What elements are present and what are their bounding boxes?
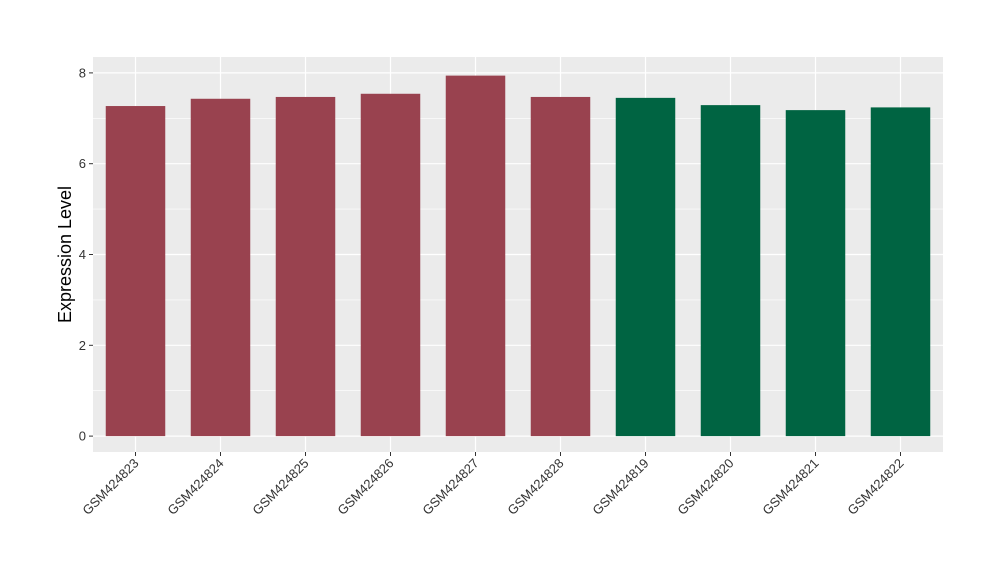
bar-GSM424822 xyxy=(870,107,931,437)
bar-GSM424824 xyxy=(190,98,251,437)
x-tick-label: GSM424824 xyxy=(164,456,226,518)
bar-GSM424827 xyxy=(445,75,506,437)
bar-GSM424820 xyxy=(700,105,761,437)
x-tick-label: GSM424825 xyxy=(249,456,311,518)
x-tick-label: GSM424820 xyxy=(674,456,736,518)
bars xyxy=(105,75,931,437)
bar-GSM424821 xyxy=(785,110,846,437)
x-tick-label: GSM424828 xyxy=(504,456,566,518)
bar-GSM424823 xyxy=(105,106,166,437)
y-tick-label: 0 xyxy=(79,429,86,444)
x-tick-label: GSM424822 xyxy=(844,456,906,518)
bar-GSM424825 xyxy=(275,96,336,437)
x-tick-label: GSM424823 xyxy=(79,456,141,518)
y-axis-title: Expression Level xyxy=(55,186,75,323)
y-tick-label: 8 xyxy=(79,65,86,80)
x-tick-label: GSM424826 xyxy=(334,456,396,518)
x-tick-label: GSM424819 xyxy=(589,456,651,518)
bar-GSM424819 xyxy=(615,97,676,437)
x-tick-label: GSM424827 xyxy=(419,456,481,518)
x-axis: GSM424823 GSM424824 GSM424825 GSM424826 GSM4… xyxy=(79,452,907,518)
y-tick-label: 4 xyxy=(79,247,86,262)
bar-GSM424826 xyxy=(360,93,421,437)
x-tick-label: GSM424821 xyxy=(759,456,821,518)
bar-GSM424828 xyxy=(530,96,591,437)
y-tick-label: 2 xyxy=(79,338,86,353)
y-axis: 0 2 4 6 8 xyxy=(79,65,93,444)
y-tick-label: 6 xyxy=(79,156,86,171)
